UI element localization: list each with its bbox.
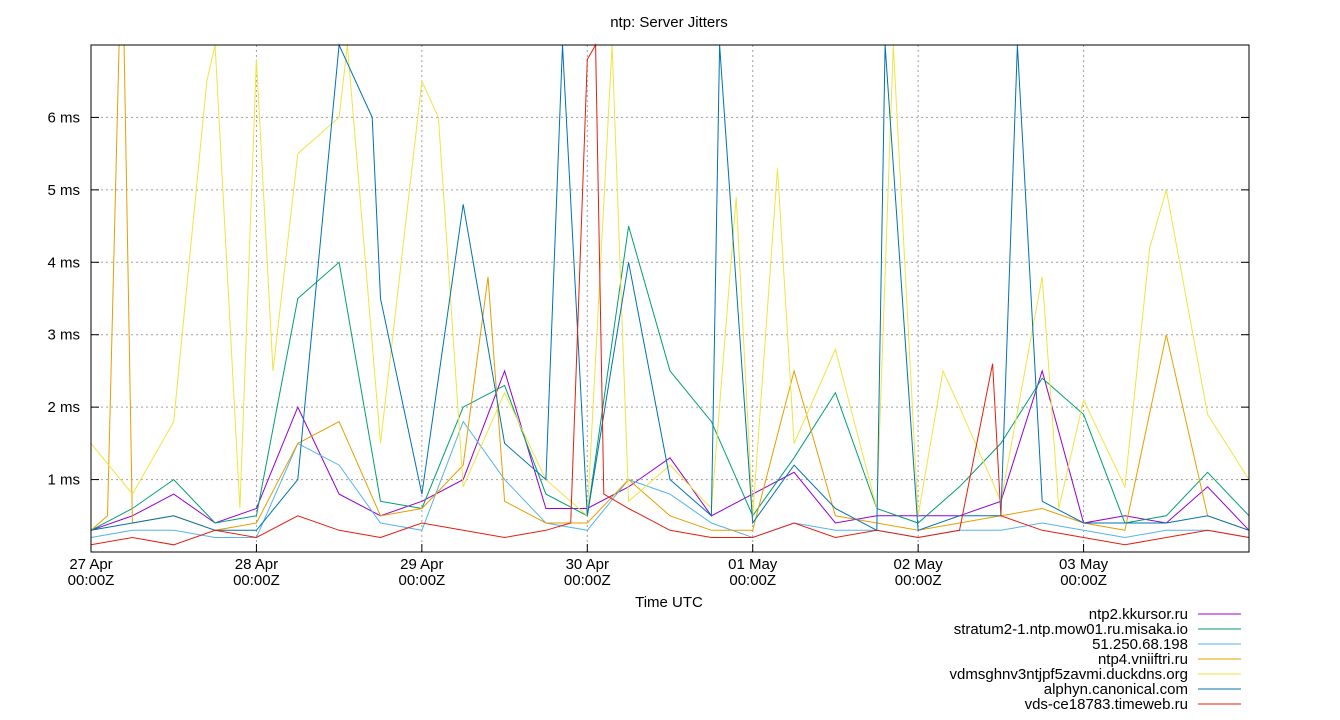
x-tick-date: 01 May [728, 556, 778, 573]
y-axis: 1 ms 2 ms 3 ms 4 ms 5 ms 6 ms [47, 109, 1249, 489]
y-tick-label: 5 ms [47, 182, 80, 199]
x-tick-time: 00:00Z [564, 572, 611, 589]
legend-label: 51.250.68.198 [1092, 636, 1188, 653]
series-line [90, 44, 1250, 517]
legend-label: ntp2.kkursor.ru [1089, 606, 1188, 623]
x-tick-time: 00:00Z [1060, 572, 1107, 589]
y-tick-label: 3 ms [47, 327, 80, 344]
legend: ntp2.kkursor.rustratum2-1.ntp.mow01.ru.m… [950, 606, 1241, 713]
x-tick-date: 03 May [1059, 556, 1109, 573]
y-tick-label: 2 ms [47, 399, 80, 416]
series-line [90, 369, 1250, 531]
legend-label: stratum2-1.ntp.mow01.ru.misaka.io [954, 621, 1188, 638]
x-tick-time: 00:00Z [68, 572, 115, 589]
x-tick-date: 28 Apr [235, 556, 278, 573]
series-line [90, 43, 1250, 532]
series-lines [90, 43, 1250, 546]
y-tick-label: 4 ms [47, 254, 80, 271]
series-line [90, 225, 1250, 531]
x-tick-date: 27 Apr [69, 556, 112, 573]
legend-label: alphyn.canonical.com [1044, 681, 1188, 698]
x-tick-time: 00:00Z [895, 572, 942, 589]
legend-label: ntp4.vniiftri.ru [1098, 651, 1188, 668]
x-tick-date: 02 May [894, 556, 944, 573]
x-tick-time: 00:00Z [399, 572, 446, 589]
x-tick-time: 00:00Z [233, 572, 280, 589]
y-tick-label: 1 ms [47, 472, 80, 489]
series-line [90, 420, 1250, 539]
x-tick-date: 30 Apr [566, 556, 609, 573]
legend-label: vds-ce18783.timeweb.ru [1025, 696, 1188, 713]
x-tick-time: 00:00Z [729, 572, 776, 589]
x-tick-date: 29 Apr [400, 556, 443, 573]
x-axis-label: Time UTC [635, 594, 703, 611]
series-line [90, 43, 1250, 546]
chart-title: ntp: Server Jitters [610, 14, 728, 31]
y-tick-label: 6 ms [47, 109, 80, 126]
plot-frame [90, 44, 1250, 553]
grid-lines [91, 45, 1249, 552]
legend-label: vdmsghnv3ntjpf5zavmi.duckdns.org [950, 666, 1188, 683]
